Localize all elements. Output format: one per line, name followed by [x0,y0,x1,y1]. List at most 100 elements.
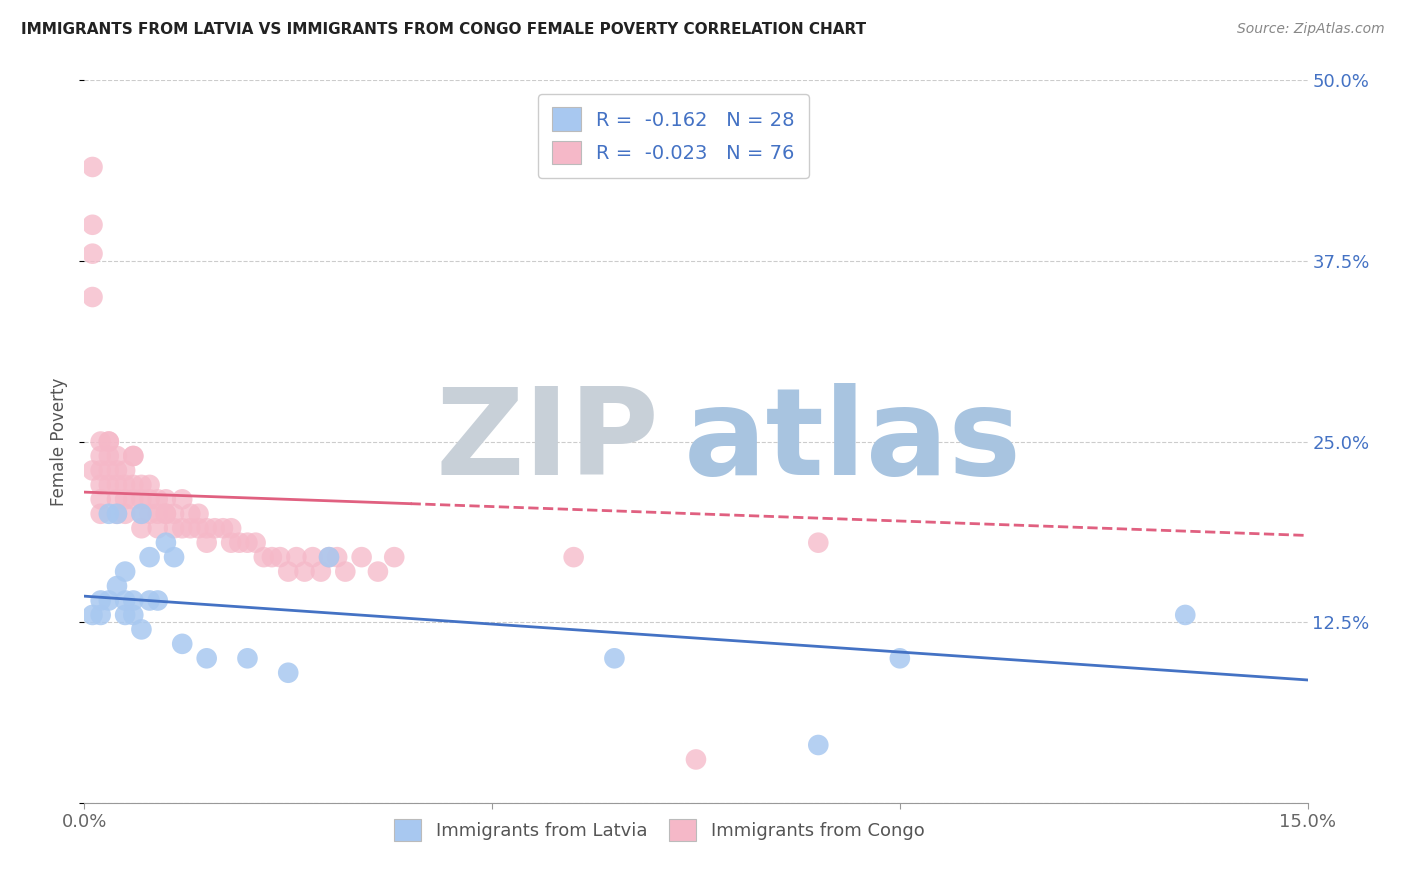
Point [179,521,201,535]
Point [97,449,120,463]
Point [90,607,112,622]
Point [163,507,186,521]
Point [195,535,218,549]
Point [97,463,120,477]
Point [97,478,120,492]
Point [889,651,911,665]
Point [90,434,112,449]
Point [138,593,160,607]
Legend: Immigrants from Latvia, Immigrants from Congo: Immigrants from Latvia, Immigrants from … [387,812,932,848]
Text: atlas: atlas [683,383,1022,500]
Point [204,521,226,535]
Point [82,218,104,232]
Point [236,651,259,665]
Point [138,550,160,565]
Point [105,579,128,593]
Text: IMMIGRANTS FROM LATVIA VS IMMIGRANTS FROM CONGO FEMALE POVERTY CORRELATION CHART: IMMIGRANTS FROM LATVIA VS IMMIGRANTS FRO… [21,22,866,37]
Point [146,507,169,521]
Point [318,550,340,565]
Point [277,565,299,579]
Point [90,593,112,607]
Point [131,623,153,637]
Point [155,507,177,521]
Point [122,478,145,492]
Point [97,434,120,449]
Point [367,565,389,579]
Point [146,492,169,507]
Point [97,507,120,521]
Point [82,290,104,304]
Point [179,507,201,521]
Point [97,434,120,449]
Point [105,478,128,492]
Point [105,492,128,507]
Point [122,607,145,622]
Point [685,752,707,766]
Point [228,535,250,549]
Point [172,492,194,507]
Point [90,507,112,521]
Point [350,550,373,565]
Point [172,637,194,651]
Point [382,550,405,565]
Point [82,607,104,622]
Point [105,463,128,477]
Point [219,521,242,535]
Point [195,521,218,535]
Point [163,550,186,565]
Point [253,550,276,565]
Point [277,665,299,680]
Point [335,565,357,579]
Point [318,550,340,565]
Point [245,535,267,549]
Point [90,478,112,492]
Point [131,478,153,492]
Point [146,521,169,535]
Point [105,449,128,463]
Point [114,492,136,507]
Point [82,246,104,260]
Point [807,738,830,752]
Point [236,535,259,549]
Point [114,507,136,521]
Point [301,550,323,565]
Point [187,521,209,535]
Point [294,565,316,579]
Point [114,607,136,622]
Point [155,507,177,521]
Point [131,521,153,535]
Point [131,492,153,507]
Y-axis label: Female Poverty: Female Poverty [51,377,69,506]
Point [326,550,349,565]
Point [122,449,145,463]
Point [105,507,128,521]
Point [1174,607,1197,622]
Point [807,535,830,549]
Point [603,651,626,665]
Point [285,550,308,565]
Point [212,521,235,535]
Point [155,535,177,549]
Point [90,463,112,477]
Point [114,463,136,477]
Point [122,449,145,463]
Point [138,507,160,521]
Point [146,593,169,607]
Point [97,593,120,607]
Point [138,478,160,492]
Point [219,535,242,549]
Text: Source: ZipAtlas.com: Source: ZipAtlas.com [1237,22,1385,37]
Point [309,565,332,579]
Point [269,550,291,565]
Point [90,492,112,507]
Text: ZIP: ZIP [436,383,659,500]
Point [105,507,128,521]
Point [114,565,136,579]
Point [562,550,585,565]
Point [163,521,186,535]
Point [155,492,177,507]
Point [82,463,104,477]
Point [131,507,153,521]
Point [122,492,145,507]
Point [187,507,209,521]
